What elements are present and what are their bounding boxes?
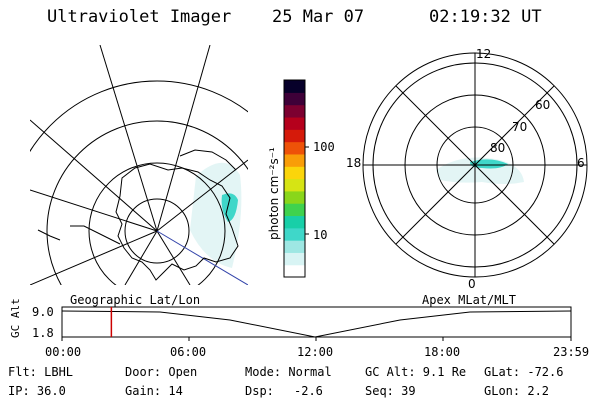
coast-fragment-north bbox=[179, 149, 237, 171]
time-label: 02:19:32 UT bbox=[429, 7, 542, 27]
coast-fragment bbox=[37, 229, 61, 241]
dsp-label: Dsp: bbox=[245, 384, 274, 398]
continent-outline bbox=[115, 163, 239, 281]
timeline-right-title: Apex MLat/MLT bbox=[422, 293, 516, 307]
colorbar-band bbox=[284, 203, 305, 217]
gc-alt-info: GC Alt: 9.1 Re bbox=[365, 365, 467, 379]
lat-label-60: 60 bbox=[535, 98, 551, 112]
timeline-axis-label: GC Alt bbox=[9, 298, 22, 338]
oval-bright bbox=[470, 159, 508, 169]
colorbar-band bbox=[284, 92, 305, 106]
instrument-title: Ultraviolet Imager bbox=[47, 7, 232, 27]
dsp-value: -2.6 bbox=[294, 384, 323, 398]
lat-circle-outer bbox=[46, 120, 248, 285]
timeline-xtick-0000: 00:00 bbox=[45, 345, 82, 359]
glon-info: GLon: 2.2 bbox=[484, 384, 550, 398]
colorbar-band bbox=[284, 264, 305, 278]
gain-info: Gain: 14 bbox=[125, 384, 183, 398]
mlt-label-top: 12 bbox=[476, 47, 492, 61]
polar-circle-60 bbox=[372, 62, 578, 268]
colorbar-band bbox=[284, 240, 305, 253]
timeline-ytick-high: 9.0 bbox=[32, 305, 54, 319]
polar-circle-edge bbox=[362, 52, 588, 278]
mlt-label-left: 18 bbox=[346, 156, 362, 170]
colorbar-band bbox=[284, 166, 305, 180]
polar-circle-80 bbox=[436, 126, 514, 204]
aurora-bright-region bbox=[221, 193, 238, 222]
colorbar-band bbox=[284, 129, 305, 143]
colorbar-band bbox=[284, 252, 305, 266]
polar-circle-70 bbox=[404, 94, 546, 236]
glat-info: GLat: -72.6 bbox=[484, 365, 564, 379]
colorbar-band bbox=[284, 178, 305, 192]
timeline-ytick-low: 1.8 bbox=[32, 326, 54, 340]
peninsula-outline bbox=[70, 225, 121, 245]
colorbar-tick-10: 10 bbox=[313, 228, 328, 242]
colorbar-band bbox=[284, 104, 305, 118]
altitude-curve bbox=[61, 310, 572, 338]
colorbar-band bbox=[284, 153, 305, 167]
colorbar-band bbox=[284, 80, 305, 93]
oval-glow bbox=[436, 157, 524, 184]
mlt-label-right: 6 bbox=[577, 156, 585, 170]
lat-circle-middle bbox=[88, 162, 226, 285]
timeline-xtick-1200: 12:00 bbox=[297, 345, 334, 359]
door-info: Door: Open bbox=[125, 365, 198, 379]
timeline-left-title: Geographic Lat/Lon bbox=[70, 293, 201, 307]
color-bar bbox=[283, 79, 309, 278]
filter-info: Flt: LBHL bbox=[8, 365, 74, 379]
aurora-region bbox=[190, 162, 242, 268]
colorbar-band bbox=[284, 215, 305, 229]
lat-label-70: 70 bbox=[512, 120, 528, 134]
lat-label-80: 80 bbox=[490, 141, 506, 155]
seq-info: Seq: 39 bbox=[365, 384, 416, 398]
timeline-xtick-1800: 18:00 bbox=[424, 345, 461, 359]
mlt-label-bottom: 0 bbox=[468, 277, 476, 291]
date-label: 25 Mar 07 bbox=[272, 7, 365, 27]
lat-circle-inner bbox=[124, 198, 190, 264]
colorbar-band bbox=[284, 227, 305, 241]
colorbar-tick-100: 100 bbox=[313, 140, 335, 154]
ip-info: IP: 36.0 bbox=[8, 384, 66, 398]
mode-info: Mode: Normal bbox=[245, 365, 332, 379]
colorbar-band bbox=[284, 141, 305, 155]
timeline-xtick-0600: 06:00 bbox=[170, 345, 207, 359]
colorbar-unit-label: photon cm⁻²s⁻¹ bbox=[267, 147, 281, 240]
colorbar-band bbox=[284, 190, 305, 204]
timeline-xtick-2359: 23:59 bbox=[553, 345, 590, 359]
colorbar-band bbox=[284, 116, 305, 130]
